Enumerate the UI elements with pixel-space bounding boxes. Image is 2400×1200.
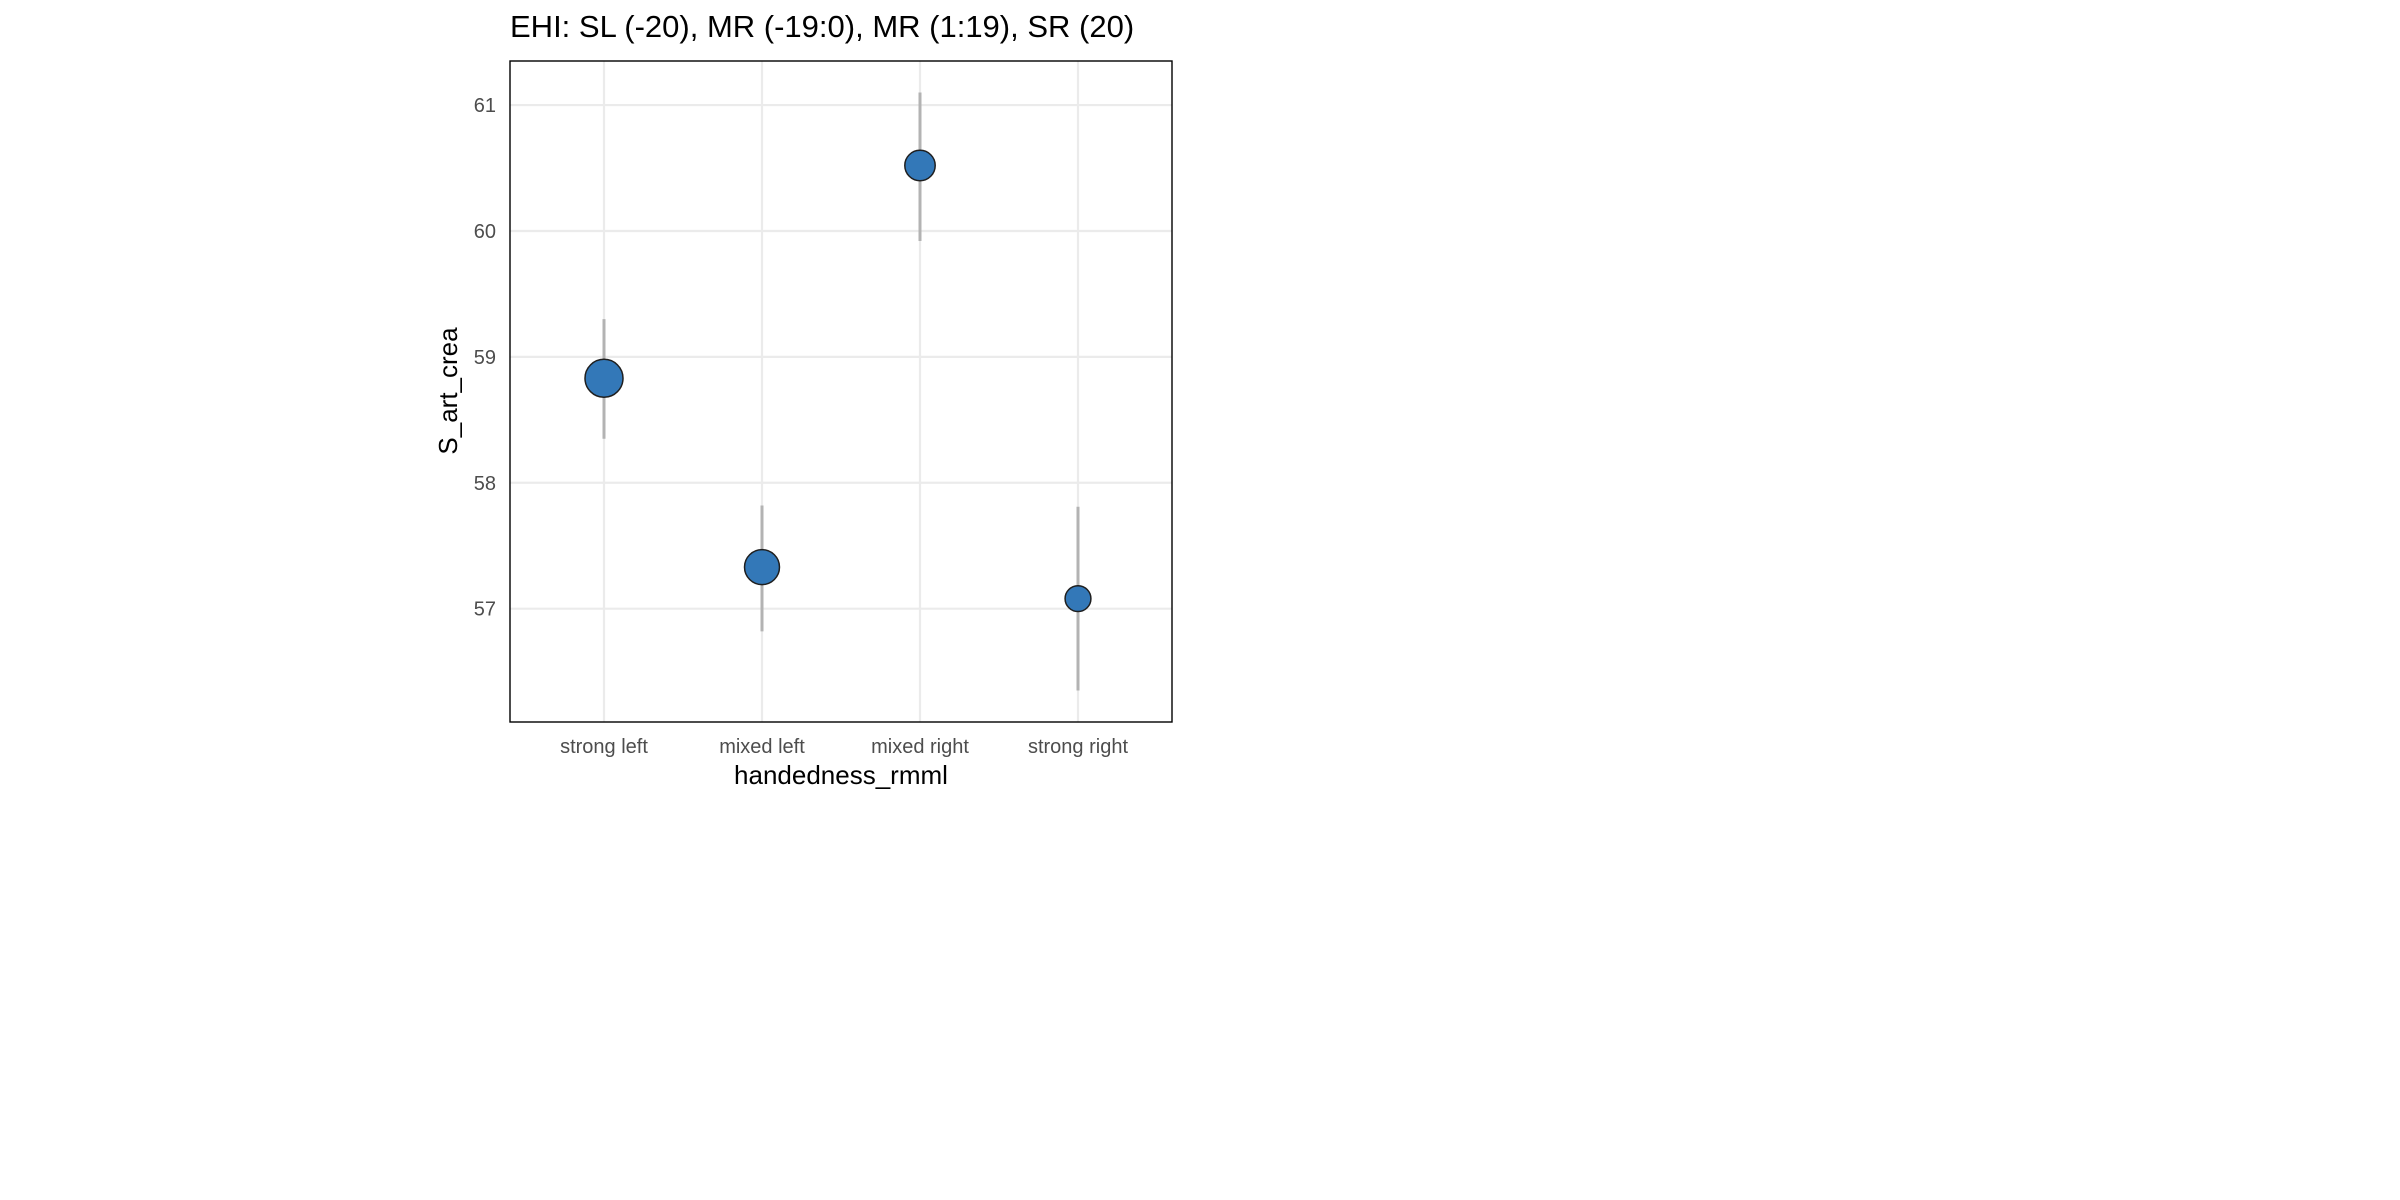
- chart-title: EHI: SL (-20), MR (-19:0), MR (1:19), SR…: [510, 9, 1134, 44]
- x-tick-label: mixed right: [871, 736, 969, 758]
- plot-panel-border: [509, 60, 1173, 723]
- x-gridlines: [602, 61, 1080, 722]
- y-tick-labels: 57 58 59 60 61: [474, 95, 496, 621]
- y-gridlines: [510, 103, 1172, 610]
- data-point: [743, 548, 781, 586]
- y-tick-label: 58: [474, 473, 496, 495]
- x-tick-label: strong right: [1028, 736, 1128, 758]
- y-tick-label: 57: [474, 599, 496, 621]
- data-point: [584, 358, 624, 399]
- y-tick-label: 61: [474, 95, 496, 117]
- x-tick-label: mixed left: [719, 736, 805, 758]
- x-axis-title: handedness_rmml: [734, 760, 948, 790]
- chart: EHI: SL (-20), MR (-19:0), MR (1:19), SR…: [433, 9, 1173, 790]
- x-tick-label: strong left: [560, 736, 648, 758]
- x-tick-labels: strong left mixed left mixed right strong r…: [560, 736, 1128, 758]
- y-tick-label: 59: [474, 347, 496, 369]
- data-points: [584, 149, 1092, 613]
- data-point: [1064, 584, 1092, 613]
- data-point: [904, 149, 936, 182]
- y-axis-title: S_art_crea: [433, 327, 463, 455]
- y-tick-label: 60: [474, 221, 496, 243]
- error-bars: [602, 92, 1080, 691]
